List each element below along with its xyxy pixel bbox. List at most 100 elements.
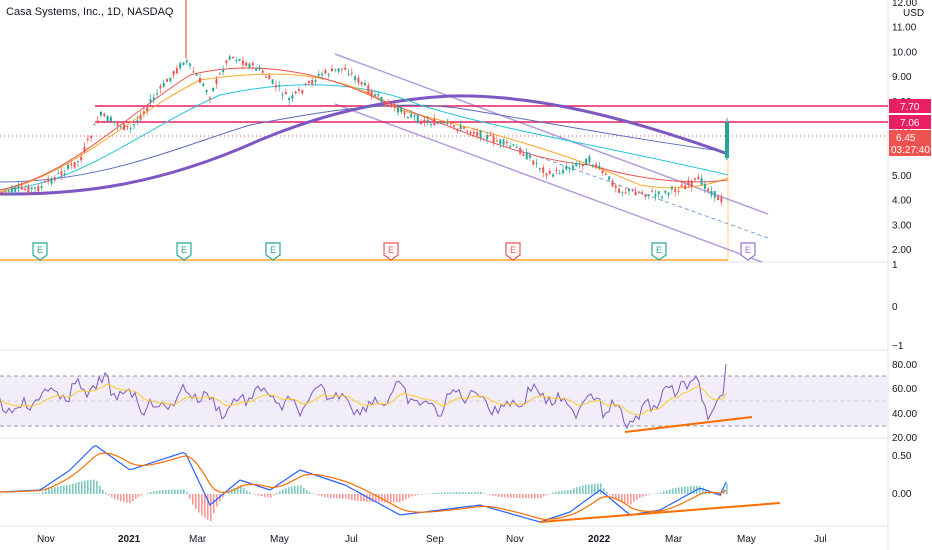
rsi-ma-line[interactable] [0, 383, 727, 416]
earnings-marker[interactable]: E [740, 242, 756, 261]
candle-body [67, 164, 69, 169]
macd-bar [105, 492, 107, 494]
macd-line[interactable] [0, 445, 727, 523]
rsi-line[interactable] [0, 363, 727, 430]
candle-body [100, 111, 102, 116]
macd-bar [621, 494, 623, 503]
earnings-marker[interactable]: E [383, 242, 399, 261]
candle-body [439, 122, 442, 124]
macd-bar [573, 488, 575, 494]
candle-body [459, 125, 462, 130]
candle-body [30, 187, 33, 190]
ma-100-line[interactable] [0, 104, 729, 183]
candle-body [654, 194, 657, 197]
candle-body [199, 78, 201, 83]
ma-50-line[interactable] [0, 84, 729, 191]
macd-signal-line[interactable] [0, 452, 727, 520]
channel-mid[interactable] [519, 149, 769, 239]
candle-body [136, 120, 139, 122]
macd-bar [258, 494, 260, 496]
macd-bar [195, 494, 197, 509]
macd-bar [447, 492, 449, 494]
macd-bar [261, 494, 263, 497]
candle-body [43, 181, 46, 183]
channel-lower[interactable] [334, 103, 763, 263]
macd-bar [186, 491, 188, 494]
candle-body [466, 130, 469, 132]
macd-bar [255, 494, 257, 495]
earnings-marker[interactable]: E [505, 242, 521, 261]
earnings-label: E [270, 245, 276, 255]
ma-200-line[interactable] [0, 94, 729, 196]
candle-body [548, 171, 551, 174]
candle-body [707, 188, 710, 191]
macd-bar [546, 494, 548, 495]
macd-bar [522, 494, 524, 499]
macd-bar [582, 485, 584, 494]
macd-bar [579, 486, 581, 494]
macd-bar [192, 494, 194, 505]
macd-tick: 0.50 [892, 451, 912, 462]
macd-bar [312, 493, 314, 494]
macd-bar [150, 492, 152, 494]
macd-bar [642, 494, 644, 497]
earnings-marker[interactable]: E [32, 242, 48, 261]
macd-trendline[interactable] [539, 502, 781, 523]
candle-body [720, 197, 723, 203]
candle-body [182, 62, 185, 65]
chart-title: Casa Systems, Inc., 1D, NASDAQ [6, 6, 174, 18]
candle-body [532, 160, 535, 165]
macd-bar [78, 481, 80, 494]
candle-body [47, 178, 50, 182]
rsi-trendline[interactable] [624, 416, 753, 433]
macd-bar [210, 494, 212, 522]
candle-body [403, 112, 406, 115]
macd-bar [147, 492, 149, 494]
time-tick: Mar [189, 534, 207, 545]
price-candles[interactable] [1, 0, 723, 206]
macd-bar [24, 493, 26, 494]
candle-body [53, 177, 56, 181]
macd-bar [69, 484, 71, 494]
candle-body [327, 74, 330, 76]
candle-body [57, 173, 60, 175]
macd-bar [123, 494, 125, 502]
macd-bar [543, 494, 545, 497]
candle-body [492, 136, 495, 143]
candle-body [175, 68, 178, 73]
macd-bar [714, 494, 716, 495]
macd-bar [456, 492, 458, 494]
candle-body [245, 62, 248, 67]
candle-body [591, 164, 594, 167]
last-price-label [889, 130, 931, 156]
candle-body [416, 114, 419, 123]
candle-body [456, 130, 459, 132]
candle-body [489, 134, 492, 136]
ma-10-line[interactable] [0, 67, 729, 191]
price-tick: 11.00 [892, 23, 917, 34]
macd-bar [387, 494, 389, 503]
candle-body [360, 82, 363, 85]
macd-bar [318, 494, 320, 496]
candle-body [370, 90, 373, 96]
macd-bar [480, 492, 482, 494]
indicator-tick: −1 [892, 341, 904, 352]
macd-bar [405, 494, 407, 500]
channel-upper[interactable] [334, 53, 769, 215]
time-tick: Sep [426, 534, 444, 545]
macd-bar [606, 491, 608, 494]
earnings-marker[interactable]: E [651, 242, 667, 261]
macd-bar [354, 494, 356, 501]
candle-body [426, 119, 429, 123]
candle-body [284, 91, 287, 95]
macd-bar [135, 494, 137, 499]
candle-body [479, 130, 482, 139]
earnings-marker[interactable]: E [176, 242, 192, 261]
macd-bar [240, 485, 242, 494]
candle-body [212, 87, 215, 92]
earnings-marker[interactable]: E [265, 242, 281, 261]
candle-body [469, 131, 472, 134]
candle-body [694, 178, 696, 180]
macd-bar [108, 494, 110, 496]
